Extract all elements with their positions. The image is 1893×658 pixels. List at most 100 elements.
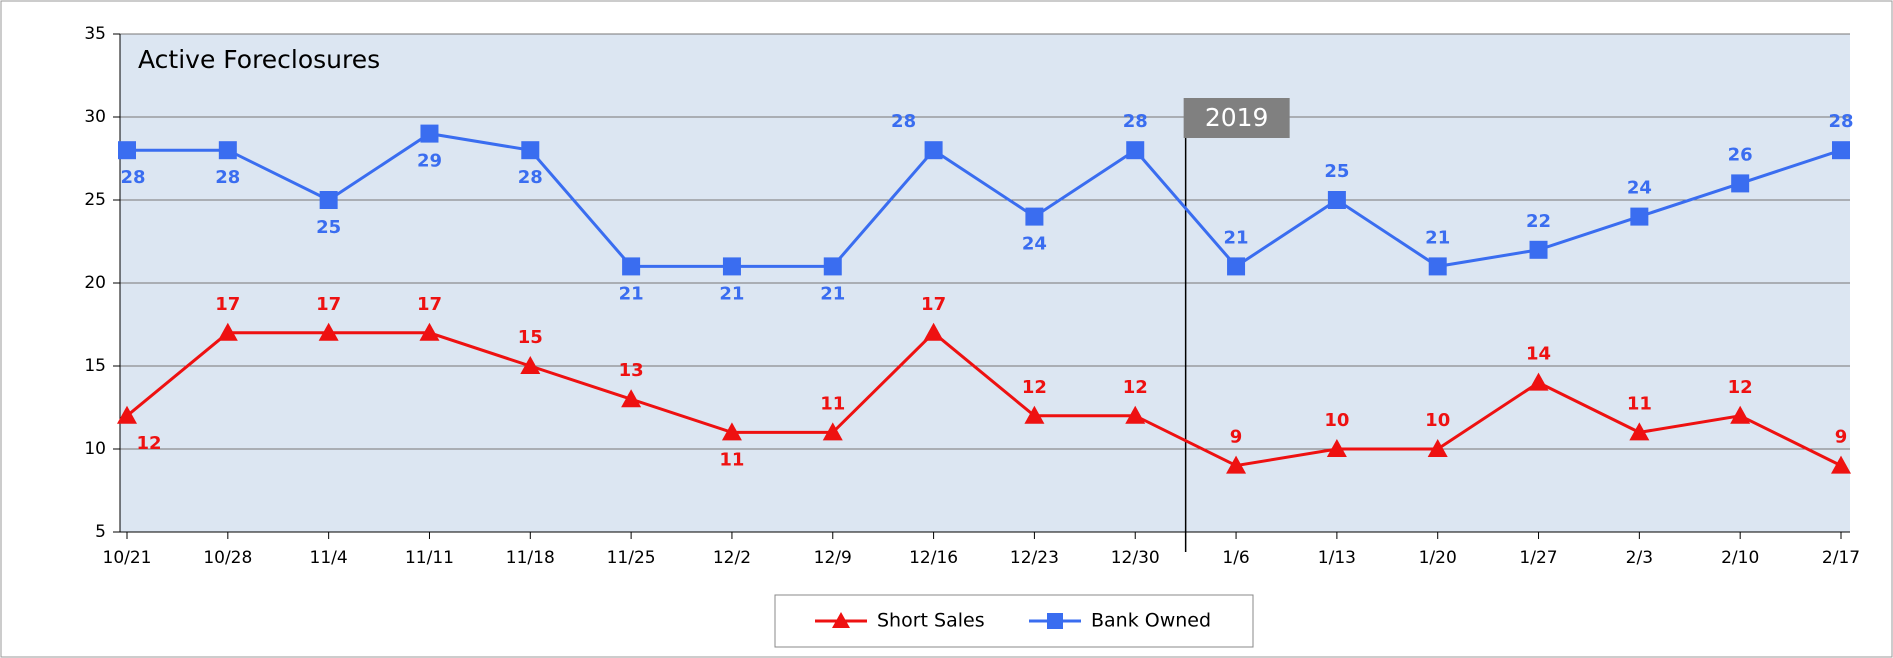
x-tick-label: 2/10 xyxy=(1721,548,1759,568)
data-label: 28 xyxy=(891,111,916,132)
data-label: 10 xyxy=(1324,410,1349,431)
x-tick-label: 1/6 xyxy=(1222,548,1249,568)
y-tick-label: 10 xyxy=(84,439,106,459)
data-label: 17 xyxy=(316,294,341,315)
data-label: 25 xyxy=(1324,161,1349,182)
marker xyxy=(318,322,339,341)
x-tick-label: 11/4 xyxy=(310,548,348,568)
data-label: 21 xyxy=(1425,227,1450,248)
legend-marker xyxy=(832,612,850,628)
line xyxy=(127,132,1842,269)
data-label: 28 xyxy=(1123,111,1148,132)
data-label: 17 xyxy=(417,294,442,315)
chart-title: Active Foreclosures xyxy=(138,45,380,74)
marker xyxy=(621,389,642,408)
marker xyxy=(923,322,944,341)
data-label: 11 xyxy=(820,393,845,414)
data-label: 25 xyxy=(316,217,341,238)
y-tick-label: 35 xyxy=(84,24,106,44)
x-tick-label: 1/20 xyxy=(1419,548,1457,568)
data-label: 24 xyxy=(1627,178,1652,199)
marker xyxy=(1025,207,1044,226)
marker xyxy=(823,257,842,276)
x-tick-label: 10/21 xyxy=(103,548,152,568)
marker xyxy=(118,141,136,160)
marker xyxy=(1326,439,1347,457)
marker xyxy=(1024,405,1045,424)
marker xyxy=(1529,240,1548,259)
data-label: 12 xyxy=(1728,377,1753,398)
marker xyxy=(319,191,338,209)
y-tick-label: 25 xyxy=(84,190,106,210)
data-label: 29 xyxy=(417,151,442,172)
annotation-label: 2019 xyxy=(1205,103,1269,132)
data-label: 28 xyxy=(215,167,240,188)
x-tick-label: 11/25 xyxy=(607,548,656,568)
data-label: 13 xyxy=(619,360,644,381)
data-label: 9 xyxy=(1230,427,1243,448)
marker xyxy=(1227,257,1246,276)
x-tick-label: 12/2 xyxy=(713,548,751,568)
y-tick-label: 15 xyxy=(84,356,106,376)
data-label: 28 xyxy=(518,167,543,188)
data-label: 21 xyxy=(719,283,744,304)
marker xyxy=(521,141,540,160)
data-label: 17 xyxy=(215,294,240,315)
marker xyxy=(822,422,843,441)
data-label: 14 xyxy=(1526,344,1551,365)
data-label: 28 xyxy=(1828,111,1853,132)
marker xyxy=(721,422,742,441)
x-tick-label: 1/13 xyxy=(1318,548,1356,568)
data-label: 21 xyxy=(820,283,845,304)
x-tick-label: 12/16 xyxy=(909,548,958,568)
legend-label: Short Sales xyxy=(877,610,985,632)
legend-marker xyxy=(1047,613,1063,629)
x-tick-label: 1/27 xyxy=(1519,548,1557,568)
marker xyxy=(520,356,541,374)
marker xyxy=(924,141,943,160)
data-label: 24 xyxy=(1022,234,1047,255)
marker xyxy=(1831,455,1851,474)
marker xyxy=(1428,257,1447,276)
marker xyxy=(722,257,741,276)
data-label: 9 xyxy=(1835,427,1848,448)
data-label: 10 xyxy=(1425,410,1450,431)
data-label: 28 xyxy=(120,167,145,188)
data-label: 12 xyxy=(1022,377,1047,398)
data-label: 12 xyxy=(1123,377,1148,398)
y-tick-label: 30 xyxy=(84,107,106,127)
marker xyxy=(1629,422,1650,441)
x-tick-label: 12/30 xyxy=(1111,548,1160,568)
legend-label: Bank Owned xyxy=(1091,610,1211,632)
marker xyxy=(117,405,137,424)
y-tick-label: 5 xyxy=(95,522,106,542)
marker xyxy=(1327,191,1346,209)
marker xyxy=(218,141,237,160)
marker xyxy=(1528,372,1549,391)
annotation-box xyxy=(1183,98,1290,138)
marker xyxy=(1630,207,1649,226)
data-label: 11 xyxy=(1627,393,1652,414)
legend: Short Sales Bank Owned xyxy=(774,594,1254,648)
x-tick-label: 2/17 xyxy=(1822,548,1860,568)
line xyxy=(126,330,1842,468)
marker xyxy=(622,257,641,276)
data-label: 21 xyxy=(619,283,644,304)
y-tick-label: 20 xyxy=(84,273,106,293)
marker xyxy=(1731,174,1750,193)
data-label: 26 xyxy=(1728,144,1753,165)
data-label: 22 xyxy=(1526,211,1551,232)
marker xyxy=(217,322,238,341)
data-label: 11 xyxy=(719,449,744,470)
marker xyxy=(419,322,440,341)
marker xyxy=(1125,405,1146,424)
x-tick-label: 12/23 xyxy=(1010,548,1059,568)
marker xyxy=(420,124,439,143)
data-label: 17 xyxy=(921,294,946,315)
x-tick-label: 11/18 xyxy=(506,548,555,568)
marker xyxy=(1832,141,1850,160)
x-tick-label: 2/3 xyxy=(1626,548,1653,568)
data-label: 15 xyxy=(518,327,543,348)
data-label: 12 xyxy=(136,433,161,454)
